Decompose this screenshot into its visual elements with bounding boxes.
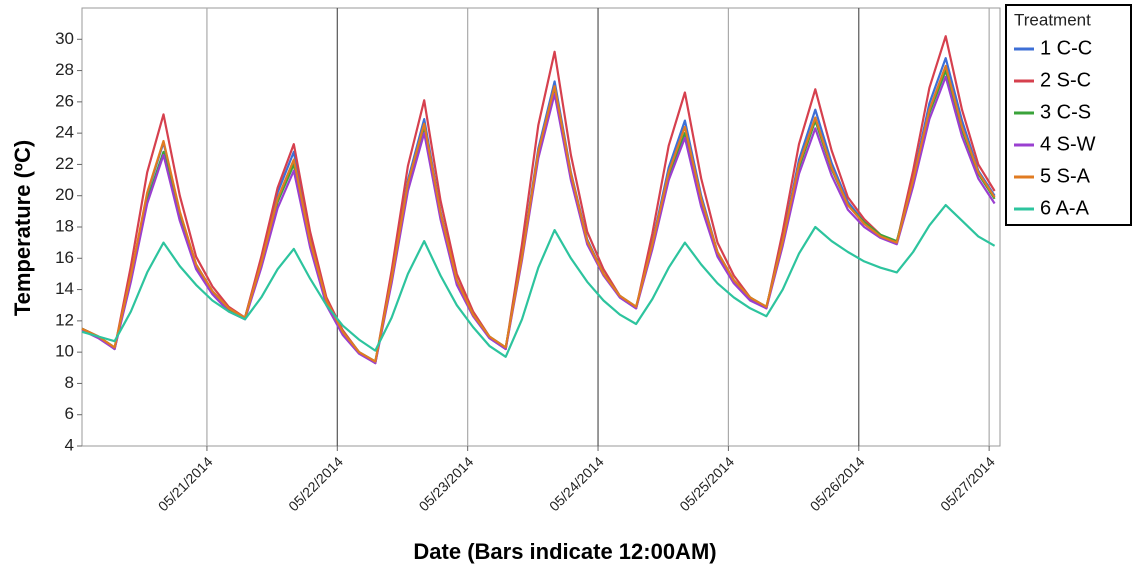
y-tick-label: 30 (55, 29, 74, 48)
x-tick-label: 05/24/2014 (546, 453, 607, 514)
y-tick-label: 6 (65, 404, 74, 423)
legend-label: 2 S-C (1040, 69, 1091, 91)
y-tick-label: 14 (55, 279, 74, 298)
y-tick-label: 18 (55, 216, 74, 235)
x-tick-label: 05/22/2014 (285, 453, 346, 514)
x-tick-label: 05/25/2014 (676, 453, 737, 514)
legend-title: Treatment (1014, 10, 1091, 29)
x-axis-title: Date (Bars indicate 12:00AM) (413, 539, 716, 564)
y-tick-label: 22 (55, 154, 74, 173)
legend (1005, 4, 1132, 226)
y-tick-label: 10 (55, 342, 74, 361)
x-tick-label: 05/26/2014 (807, 453, 868, 514)
x-tick-label: 05/21/2014 (155, 453, 216, 514)
y-axis-title: Temperature (ºC) (10, 140, 35, 316)
y-tick-label: 8 (65, 373, 74, 392)
legend-label: 5 S-A (1040, 165, 1091, 187)
y-tick-label: 12 (55, 310, 74, 329)
y-tick-label: 16 (55, 248, 74, 267)
legend-label: 6 A-A (1040, 197, 1090, 219)
plot-area (81, 7, 1001, 447)
x-tick-label: 05/23/2014 (416, 453, 477, 514)
y-tick-label: 4 (65, 435, 74, 454)
y-tick-label: 26 (55, 91, 74, 110)
legend-label: 1 C-C (1040, 37, 1092, 59)
legend-label: 4 S-W (1040, 133, 1096, 155)
y-tick-label: 28 (55, 60, 74, 79)
x-tick-label: 05/27/2014 (937, 453, 998, 514)
series-line (81, 204, 996, 358)
series-line (81, 64, 996, 363)
y-tick-label: 20 (55, 185, 74, 204)
legend-label: 3 C-S (1040, 101, 1091, 123)
y-tick-label: 24 (55, 123, 74, 142)
